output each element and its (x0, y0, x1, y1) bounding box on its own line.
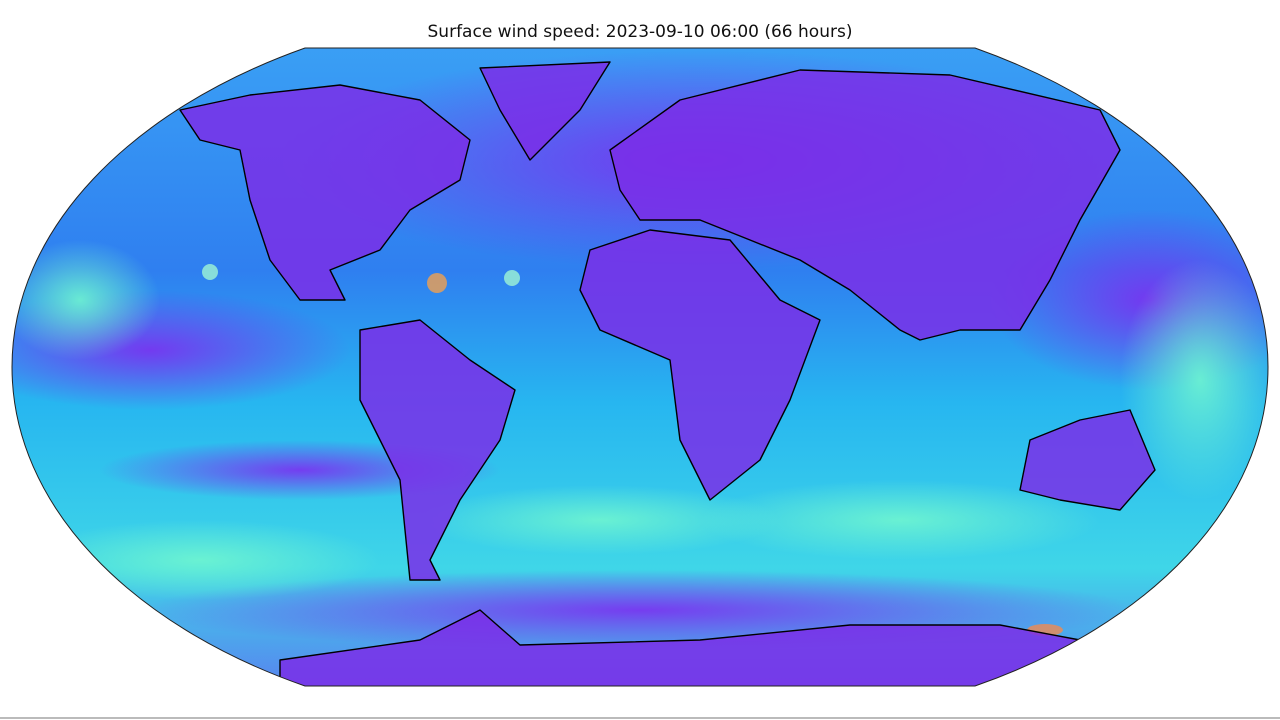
map-border (11, 47, 1269, 687)
greenland (479, 61, 611, 161)
map-title: Surface wind speed: 2023-09-10 06:00 (66… (428, 22, 853, 42)
eurasia (609, 69, 1121, 341)
antarctica (279, 609, 1101, 686)
australia (1019, 409, 1156, 511)
north-america (179, 84, 471, 301)
africa (579, 229, 821, 501)
south-america (359, 319, 516, 581)
coastlines (179, 61, 1156, 686)
